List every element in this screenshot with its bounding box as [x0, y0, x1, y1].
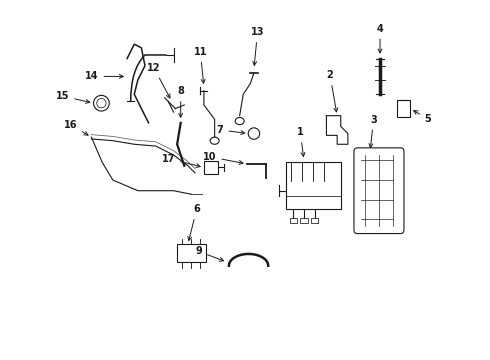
Bar	[290, 217, 297, 223]
Text: 15: 15	[56, 91, 90, 103]
Text: 5: 5	[414, 111, 431, 124]
Bar	[204, 161, 218, 174]
Text: 17: 17	[162, 154, 200, 167]
Text: 10: 10	[203, 152, 243, 165]
Text: 3: 3	[369, 114, 377, 148]
Text: 2: 2	[327, 70, 338, 112]
Bar	[300, 217, 308, 223]
Text: 1: 1	[297, 127, 305, 157]
Text: 16: 16	[64, 120, 88, 135]
Text: 7: 7	[217, 125, 245, 135]
Text: 12: 12	[147, 63, 170, 98]
Text: 4: 4	[377, 23, 383, 53]
Text: 11: 11	[194, 47, 207, 83]
Text: 14: 14	[85, 71, 123, 81]
Text: 13: 13	[251, 27, 264, 66]
Text: 6: 6	[188, 204, 200, 240]
Text: 8: 8	[177, 86, 184, 117]
Text: 9: 9	[196, 247, 223, 261]
Bar	[286, 162, 342, 208]
Bar	[311, 217, 318, 223]
Bar	[177, 244, 206, 262]
Bar	[397, 100, 410, 117]
